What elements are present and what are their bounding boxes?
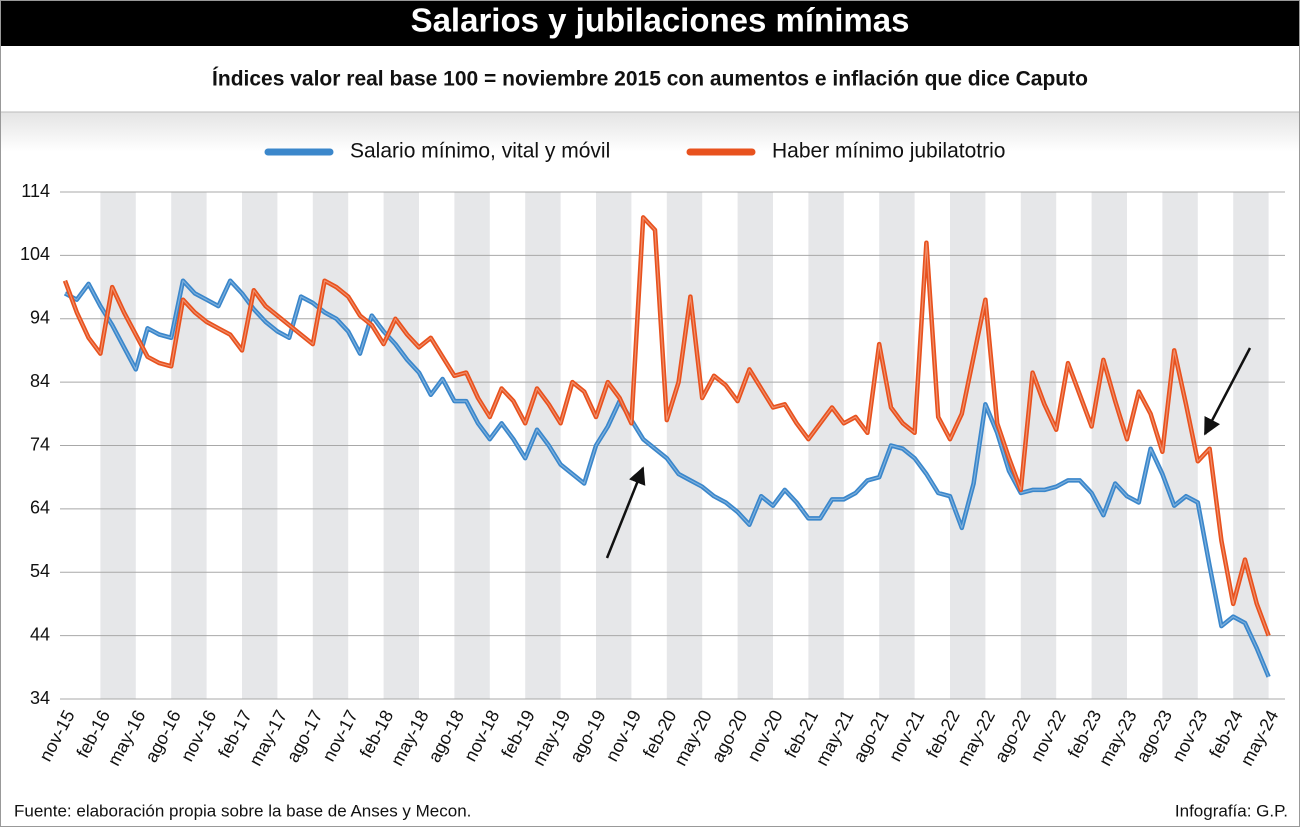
source-note: Fuente: elaboración propia sobre la base… (14, 801, 471, 820)
y-tick-label: 44 (30, 624, 50, 644)
credit-note: Infografía: G.P. (1175, 801, 1288, 820)
chart-title: Salarios y jubilaciones mínimas (411, 2, 910, 39)
title-bar (0, 0, 1300, 46)
y-tick-label: 84 (30, 371, 50, 391)
y-tick-label: 114 (21, 181, 50, 201)
annotation-arrow (1203, 347, 1252, 436)
y-tick-label: 94 (30, 308, 50, 328)
header-shade (0, 112, 1300, 152)
series-highlight (64, 280, 1270, 678)
legend-label: Salario mínimo, vital y móvil (350, 140, 610, 163)
y-tick-label: 74 (30, 434, 50, 454)
y-tick-label: 54 (30, 561, 50, 581)
y-tick-label: 64 (30, 498, 50, 518)
annotation-arrow (605, 466, 646, 559)
chart-subtitle: Índices valor real base 100 = noviembre … (212, 68, 1088, 91)
series-highlight (64, 216, 1270, 636)
series-line (62, 215, 1271, 637)
y-tick-label: 34 (30, 688, 50, 708)
legend-label: Haber mínimo jubilatotrio (772, 140, 1005, 163)
series-line (63, 278, 1271, 678)
y-tick-label: 104 (20, 244, 50, 264)
